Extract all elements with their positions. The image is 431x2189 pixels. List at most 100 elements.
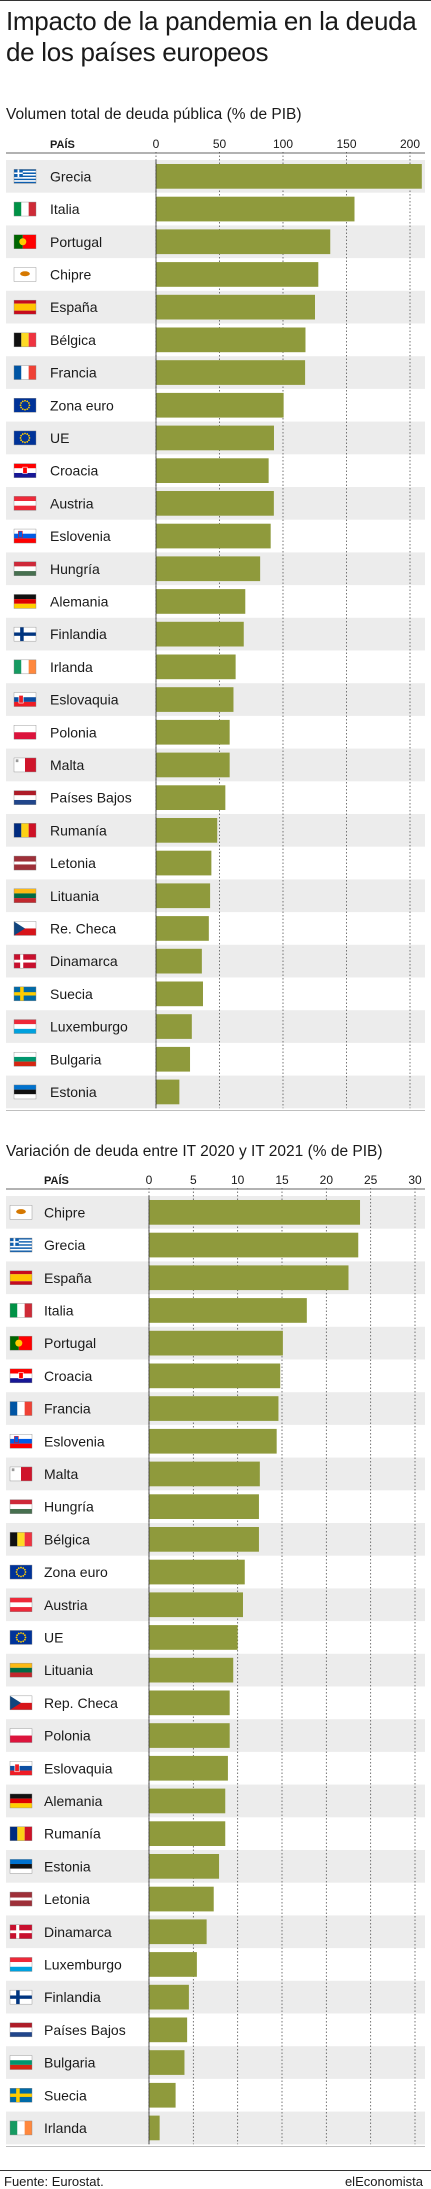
category-label: Hungría xyxy=(44,1499,94,1515)
category-label: Dinamarca xyxy=(44,1924,112,1940)
flag-icon-nl xyxy=(9,2022,33,2038)
flag-icon-fi xyxy=(13,626,37,642)
bar xyxy=(156,981,203,1007)
flag-icon-be xyxy=(13,332,37,348)
bar xyxy=(149,1625,238,1650)
category-label: Eslovaquia xyxy=(44,1760,113,1776)
row-stripe xyxy=(6,1980,425,2014)
category-label: Dinamarca xyxy=(50,953,118,969)
tick-label: 25 xyxy=(364,1173,378,1187)
bar xyxy=(156,654,236,680)
bar xyxy=(149,1265,349,1291)
bar xyxy=(149,1461,260,1487)
bar xyxy=(156,687,234,712)
bar xyxy=(149,1690,230,1716)
category-label: Francia xyxy=(50,365,97,381)
flag-icon-cy xyxy=(9,1205,33,1220)
bar xyxy=(156,621,244,647)
flag-icon-at xyxy=(13,496,37,511)
flag-icon-si xyxy=(9,1434,33,1449)
flag-icon-lu xyxy=(9,1957,33,1972)
row-stripe xyxy=(6,2111,425,2145)
flag-icon-sk xyxy=(9,1761,33,1776)
bar xyxy=(156,883,211,909)
flag-icon-hu xyxy=(13,561,37,576)
category-label: Irlanda xyxy=(44,2120,87,2136)
category-label: Chipre xyxy=(50,266,91,282)
category-label: Grecia xyxy=(44,1237,85,1253)
flag-icon-nl xyxy=(13,790,37,805)
category-label: Bulgaria xyxy=(50,1051,102,1067)
row-stripe xyxy=(6,879,425,913)
category-label: Eslovaquia xyxy=(50,692,119,708)
bar xyxy=(149,2082,176,2108)
bar xyxy=(149,1396,279,1421)
bar xyxy=(156,491,274,516)
flag-icon-cz xyxy=(9,1695,33,1711)
category-label: Austria xyxy=(50,495,94,511)
chart-2-title: Variación de deuda entre IT 2020 y IT 20… xyxy=(6,1143,383,1160)
category-label: Países Bajos xyxy=(44,2022,126,2038)
bar xyxy=(149,1755,228,1781)
category-label: Eslovenia xyxy=(44,1433,105,1449)
flag-icon-se xyxy=(9,2088,33,2103)
category-label: Rep. Checa xyxy=(44,1695,118,1711)
flag-icon-ie xyxy=(13,659,37,675)
bar xyxy=(149,1952,197,1977)
flag-icon-eu xyxy=(9,1564,33,1580)
flag-icon-hr xyxy=(13,463,37,478)
tick-label: 0 xyxy=(153,137,160,151)
bar xyxy=(156,360,306,385)
bar xyxy=(156,916,209,941)
bar xyxy=(156,196,355,222)
flag-icon-eu xyxy=(9,1630,33,1645)
chart-2-debt-change: PAÍS 0 5 10 15 20 25 30 Chipre Grecia España Italia… xyxy=(6,1173,425,2147)
flag-icon-lu xyxy=(13,1019,37,1034)
flag-icon-de xyxy=(9,1793,33,1809)
category-label: Finlandia xyxy=(44,1989,101,2005)
category-label: UE xyxy=(50,430,69,446)
flag-icon-ie xyxy=(9,2120,33,2136)
flag-icon-it xyxy=(13,201,37,217)
category-label: Portugal xyxy=(50,234,102,250)
flag-icon-dk xyxy=(9,1924,33,1939)
chart-1-debt-total: PAÍS 0 50 100 150 200 Grecia Italia Portugal Chip… xyxy=(6,137,425,1111)
bar xyxy=(156,1046,191,1072)
category-label: Eslovenia xyxy=(50,528,111,544)
flag-icon-es xyxy=(13,299,37,315)
category-label: Suecia xyxy=(44,2087,87,2103)
row-stripe xyxy=(6,1075,425,1109)
tick-label: 150 xyxy=(336,137,356,151)
row-stripe xyxy=(6,944,425,978)
flag-icon-cz xyxy=(13,921,37,936)
flag-icon-bg xyxy=(9,2055,33,2070)
bar xyxy=(149,1494,259,1519)
flag-icon-pl xyxy=(9,1728,33,1743)
category-label: Países Bajos xyxy=(50,790,132,806)
bar xyxy=(156,589,246,614)
bar xyxy=(149,1723,230,1748)
category-label: UE xyxy=(44,1629,63,1645)
flag-icon-lt xyxy=(13,888,37,903)
tick-label: 50 xyxy=(213,137,227,151)
flag-icon-es xyxy=(9,1270,33,1285)
tick-label: 15 xyxy=(275,1173,289,1187)
category-label: Letonia xyxy=(50,855,96,871)
category-label: Letonia xyxy=(44,1891,90,1907)
flag-icon-lv xyxy=(9,1891,33,1907)
bar xyxy=(149,1330,283,1356)
bar xyxy=(149,1788,226,1814)
category-label: Bulgaria xyxy=(44,2055,96,2071)
category-label: Luxemburgo xyxy=(44,1956,122,1972)
tick-label: 20 xyxy=(320,1173,334,1187)
flag-icon-fr xyxy=(9,1401,33,1416)
bar xyxy=(156,785,226,810)
bar xyxy=(149,1592,243,1618)
flag-icon-be xyxy=(9,1532,33,1547)
flag-icon-eu xyxy=(13,430,37,446)
bar xyxy=(156,818,218,843)
column-header: PAÍS xyxy=(50,138,75,151)
category-label: Portugal xyxy=(44,1335,96,1351)
category-label: Austria xyxy=(44,1597,88,1613)
category-label: Irlanda xyxy=(50,659,93,675)
